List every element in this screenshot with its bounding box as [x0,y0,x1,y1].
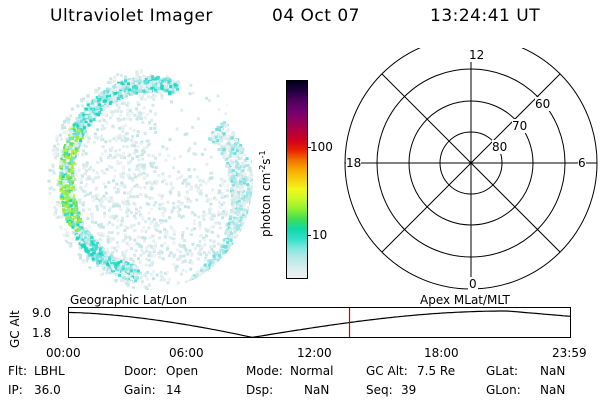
timeline-left-title: Geographic Lat/Lon [70,293,188,307]
gain-value: 14 [166,383,182,397]
ip-value: 36.0 [34,383,61,397]
colorbar-tick-10: 10 [312,228,328,242]
mode-value: Normal [290,364,334,378]
glat-label: GLat: [486,364,519,378]
lat-60-label: 60 [535,97,551,111]
gc-alt-value: 7.5 Re [417,364,456,378]
colorbar [286,80,308,279]
polar-diagonal-2 [381,73,561,253]
auroral-image [47,69,253,290]
colorbar-tick-100: 100 [310,140,333,154]
timeline-xtick-2359: 23:59 [552,346,587,360]
mlt-18-label: 18 [346,156,362,170]
filter-value: LBHL [34,364,65,378]
mlt-12-label: 12 [468,48,486,62]
glat-value: NaN [540,364,566,378]
gc-alt-label: GC Alt: [366,364,408,378]
instrument-title: Ultraviolet Imager [50,6,213,26]
mlt-0-label: 0 [468,277,478,291]
timeline-ytick-9: 9.0 [32,306,52,320]
seq-value: 39 [401,383,417,397]
altitude-curve [69,310,572,339]
colorbar-gradient [287,81,307,278]
glon-label: GLon: [486,383,521,397]
timeline-plot [68,307,572,339]
colorbar-unit-label: photon cm-2s-1 [258,150,273,237]
auroral-disk [47,69,253,290]
dsp-label: Dsp: [246,383,274,397]
dsp-value: NaN [304,383,330,397]
timeline-xtick-1800: 18:00 [424,346,459,360]
time-label: 13:24:41 UT [430,6,541,26]
timeline-xtick-1200: 12:00 [297,346,332,360]
glon-value: NaN [540,383,566,397]
timeline-xtick-0000: 00:00 [46,346,81,360]
timeline-xtick-0600: 06:00 [169,346,204,360]
timeline-right-title: Apex MLat/MLT [420,293,510,307]
door-value: Open [166,364,199,378]
polar-grid [344,48,598,290]
mode-label: Mode: [246,364,283,378]
timeline-y-label: GC Alt [8,310,22,348]
door-label: Door: [124,364,157,378]
gain-label: Gain: [124,383,156,397]
ip-label: IP: [8,383,23,397]
colorbar-tick-mark-10 [307,235,311,236]
filter-label: Flt: [8,364,27,378]
colorbar-tick-mark-100 [307,147,311,148]
lat-80-label: 80 [492,140,508,154]
mlt-6-label: 6 [578,156,586,170]
date-label: 04 Oct 07 [272,6,360,26]
lat-70-label: 70 [512,119,528,133]
seq-label: Seq: [366,383,393,397]
timeline-ytick-1-8: 1.8 [32,326,52,340]
timeline-frame [68,307,571,338]
